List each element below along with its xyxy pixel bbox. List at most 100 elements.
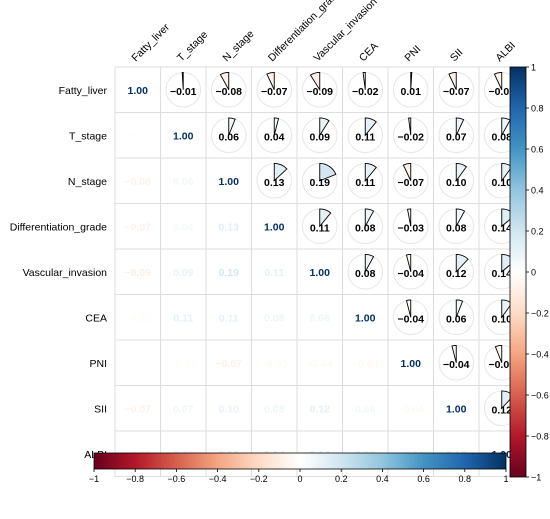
pie-slice: [493, 72, 503, 90]
column-label: CEA: [357, 40, 381, 64]
coefficient-value: 0.08: [264, 403, 285, 415]
pie-slice: [319, 208, 332, 228]
horizontal-colorbar: −1 −0.8 −0.6 −0.4 −0.2 0 0.2 0.4 0.6 0.8 1: [89, 452, 509, 484]
coefficient-value: 0.07: [173, 403, 194, 415]
diagonal-value: 1.00: [310, 267, 331, 279]
row-label: T_stage: [69, 130, 107, 142]
pie-slice: [319, 163, 337, 182]
coefficient-label: 0.12: [446, 268, 467, 280]
cells: 1.00 −0.01 −0.08 −0.07 −0.09 −0.02 0.01 −0.07 −0…: [124, 71, 520, 461]
vertical-colorbar-tick-label: −0.6: [531, 391, 549, 401]
pie-slice: [364, 163, 377, 182]
coefficient-label: 0.10: [446, 177, 467, 189]
pie-slice: [410, 72, 413, 90]
pie-slice: [228, 117, 236, 136]
horizontal-colorbar-tick-label: −0.4: [209, 474, 227, 484]
coefficient-label: −0.01: [170, 86, 197, 98]
coefficient-value: 0.11: [219, 312, 239, 324]
column-label: N_stage: [220, 28, 256, 64]
row-label: CEA: [85, 312, 107, 324]
coefficient-value: 0.08: [264, 312, 285, 324]
coefficient-label: −0.09: [306, 86, 333, 98]
pie-slice: [362, 72, 366, 90]
coefficient-label: −0.04: [397, 313, 424, 325]
coefficient-value: −0.03: [261, 358, 288, 370]
horizontal-colorbar-tick-label: 0.6: [417, 474, 430, 484]
coefficient-value: −0.02: [124, 312, 151, 324]
coefficient-label: 0.14: [492, 268, 513, 280]
pie-slice: [364, 208, 375, 227]
column-label: T_stage: [175, 29, 210, 64]
horizontal-colorbar-tick-label: −0.8: [126, 474, 144, 484]
coefficient-label: 0.07: [446, 131, 467, 143]
column-label: PNI: [402, 43, 423, 64]
coefficient-value: 0.19: [219, 267, 240, 279]
coefficient-label: 0.06: [446, 313, 467, 325]
pie-slice: [455, 254, 469, 273]
pie-slice: [455, 117, 465, 136]
coefficient-label: 0.09: [310, 131, 331, 143]
pie-slice: [181, 72, 184, 90]
horizontal-colorbar-tick-label: −0.6: [168, 474, 186, 484]
coefficient-label: −0.08: [215, 86, 242, 98]
horizontal-colorbar-tick-label: 1: [503, 474, 508, 484]
coefficient-label: 0.11: [355, 177, 375, 189]
vertical-colorbar-tick-label: 0: [531, 268, 536, 278]
diagonal-value: 1.00: [173, 130, 194, 142]
vertical-colorbar-tick-label: 0.8: [531, 104, 544, 114]
diagonal-value: 1.00: [219, 176, 240, 188]
pie-slice: [364, 254, 375, 272]
coefficient-label: 0.19: [310, 177, 331, 189]
coefficient-label: 0.10: [492, 313, 513, 325]
coefficient-value: −0.07: [124, 403, 151, 415]
coefficient-label: −0.04: [397, 268, 424, 280]
coefficient-label: 0.06: [219, 131, 240, 143]
row-label: SII: [94, 403, 107, 415]
coefficient-label: −0.07: [443, 86, 470, 98]
coefficient-value: 0.10: [219, 403, 240, 415]
coefficient-value: −0.07: [124, 221, 151, 233]
pie-slice: [273, 163, 288, 182]
coefficient-label: 0.08: [492, 131, 513, 143]
coefficient-label: −0.02: [397, 131, 424, 143]
coefficient-label: 0.11: [310, 222, 330, 234]
coefficient-label: 0.14: [492, 222, 513, 234]
coefficient-label: 0.13: [264, 177, 285, 189]
coefficient-label: −0.07: [488, 86, 515, 98]
column-label: Differentiation_grade: [266, 0, 343, 64]
row-label: PNI: [89, 358, 107, 370]
vertical-colorbar-tick-label: −0.8: [531, 432, 549, 442]
vertical-colorbar-ramp: [509, 66, 527, 478]
coefficient-value: −0.08: [124, 176, 151, 188]
coefficient-value: 0.01: [128, 358, 149, 370]
coefficient-label: −0.04: [443, 359, 470, 371]
pie-slice: [364, 117, 377, 137]
coefficient-value: 0.08: [310, 312, 331, 324]
pie-slice: [266, 72, 275, 90]
coefficient-label: 0.11: [355, 131, 375, 143]
horizontal-colorbar-tick-label: 0.4: [376, 474, 389, 484]
pie-slice: [219, 72, 230, 90]
column-label: Fatty_liver: [129, 21, 172, 64]
column-label: ALBI: [493, 40, 518, 65]
horizontal-colorbar-tick-label: 0.8: [459, 474, 472, 484]
pie-slice: [309, 72, 321, 92]
coefficient-label: −0.03: [397, 222, 424, 234]
pie-slice: [455, 208, 466, 227]
horizontal-colorbar-ramp: [93, 452, 507, 470]
coefficient-value: −0.09: [124, 267, 151, 279]
diagonal-value: 1.00: [446, 403, 467, 415]
coefficient-value: 0.11: [264, 267, 284, 279]
horizontal-colorbar-tick-label: 0.2: [335, 474, 348, 484]
column-label: SII: [448, 47, 466, 65]
vertical-colorbar-tick-label: 1: [531, 63, 536, 73]
vertical-colorbar-tick-label: −0.4: [531, 350, 549, 360]
pie-slice: [402, 163, 412, 181]
coefficient-value: 0.06: [355, 403, 376, 415]
vertical-colorbar-tick-label: 0.4: [531, 186, 544, 196]
row-label: N_stage: [68, 176, 107, 188]
coefficient-value: 0.06: [173, 176, 194, 188]
diagonal-value: 1.00: [128, 85, 149, 97]
